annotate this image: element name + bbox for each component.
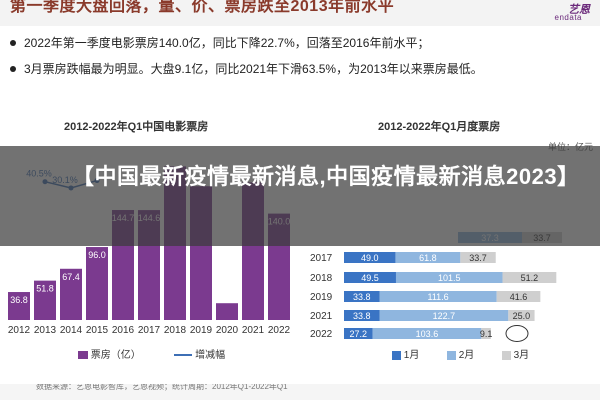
stack-value-label: 101.5 (438, 273, 461, 283)
mar-swatch-icon (501, 350, 511, 360)
stack-2021-3月 (508, 310, 535, 321)
endata-logo: 艺恩 endata (512, 1, 590, 23)
stack-2021-1月 (344, 310, 380, 321)
summary-bullet-2: 3月票房跌幅最为明显。大盘9.1亿，同比2021年下滑63.5%，为2013年以… (10, 56, 580, 82)
stack-value-label: 25.0 (513, 311, 531, 321)
bullet-text: 3月票房跌幅最为明显。大盘9.1亿，同比2021年下滑63.5%，为2013年以… (24, 62, 483, 76)
footer-source: 数据来源：艺恩电影智库，艺恩视频；统计周期：2012年Q1-2022年Q1 (36, 384, 288, 391)
x-tick-label: 2015 (86, 325, 109, 336)
stack-value-label: 49.0 (361, 253, 379, 263)
stack-value-label: 9.1 (480, 329, 493, 339)
logo-name: 艺恩 (568, 4, 590, 16)
line-swatch-icon (174, 354, 193, 357)
x-tick-label: 2018 (164, 325, 187, 336)
stack-2022-2月 (372, 328, 482, 339)
y-tick-label: 2017 (310, 253, 333, 264)
left-chart-title: 2012-2022年Q1中国电影票房 (64, 121, 209, 133)
stack-value-label: 27.2 (350, 329, 368, 339)
jan-swatch-icon (392, 350, 401, 360)
y-tick-label: 2021 (310, 311, 333, 322)
y-tick-label: 2018 (310, 273, 333, 284)
stack-2018-1月 (344, 272, 396, 283)
bar-2015 (86, 247, 108, 320)
stack-2019-3月 (496, 291, 541, 302)
bullet-dot-icon (10, 66, 16, 72)
logo-sub: endata (554, 13, 582, 22)
legend-jan-label: 1月 (403, 350, 420, 361)
stack-value-label: 103.6 (416, 329, 439, 339)
bullet-dot-icon (10, 40, 16, 46)
highlight-circle (505, 325, 529, 342)
legend-feb-label: 2月 (458, 350, 475, 361)
x-tick-label: 2016 (112, 325, 135, 336)
stack-2017-2月 (395, 252, 461, 263)
stack-value-label: 51.2 (521, 273, 539, 283)
stack-value-label: 33.7 (469, 253, 487, 263)
x-tick-label: 2013 (34, 325, 57, 336)
x-tick-label: 2014 (60, 325, 83, 336)
bar-value-label: 67.4 (62, 272, 80, 282)
bullet-text: 2022年第一季度电影票房140.0亿，同比下降22.7%，回落至2016年前水… (24, 36, 430, 50)
x-tick-label: 2022 (268, 325, 291, 336)
stack-value-label: 49.5 (361, 273, 379, 283)
stack-2019-1月 (344, 291, 380, 302)
stack-2021-2月 (379, 310, 509, 321)
x-tick-label: 2020 (216, 325, 239, 336)
legend-mar-label: 3月 (513, 350, 530, 361)
bar-2014 (60, 268, 82, 320)
stack-value-label: 41.6 (510, 292, 528, 302)
stack-value-label: 61.8 (419, 253, 437, 263)
stack-2018-2月 (395, 272, 503, 283)
title-overlay: 【中国最新疫情最新消息,中国疫情最新消息2023】 (0, 146, 600, 246)
stack-2022-3月 (481, 328, 491, 339)
stack-2017-1月 (344, 252, 396, 263)
bar-value-label: 36.8 (10, 295, 28, 305)
summary-bullet-1: 2022年第一季度电影票房140.0亿，同比下降22.7%，回落至2016年前水… (10, 30, 580, 56)
stack-2019-2月 (379, 291, 497, 302)
x-tick-label: 2012 (8, 325, 31, 336)
x-tick-label: 2017 (138, 325, 161, 336)
stack-value-label: 111.6 (427, 292, 448, 302)
header-bar: 第一季度大盘回落，量、价、票房跌至2013年前水平 艺恩 endata (0, 0, 600, 26)
stack-value-label: 33.8 (353, 311, 371, 321)
overlay-headline: 【中国最新疫情最新消息,中国疫情最新消息2023】 (72, 164, 580, 189)
bar-2020 (216, 303, 238, 320)
summary-bullets: 2022年第一季度电影票房140.0亿，同比下降22.7%，回落至2016年前水… (10, 30, 580, 82)
x-tick-label: 2021 (242, 325, 265, 336)
legend-line-label: 增减幅 (195, 350, 226, 361)
y-tick-label: 2022 (310, 329, 333, 340)
left-legend: 票房（亿） 增减幅 (78, 346, 225, 361)
right-legend: 1月 2月 3月 (392, 346, 529, 361)
bar-value-label: 51.8 (36, 284, 54, 294)
bar-2013 (34, 280, 56, 320)
legend-bar-label: 票房（亿） (90, 350, 141, 361)
y-tick-label: 2019 (310, 292, 333, 303)
bar-value-label: 96.0 (88, 250, 106, 260)
bar-swatch-icon (78, 351, 88, 360)
stack-value-label: 122.7 (433, 311, 456, 321)
x-tick-label: 2019 (190, 325, 213, 336)
footer: 数据来源：艺恩电影智库，艺恩视频；统计周期：2012年Q1-2022年Q1 (0, 384, 600, 400)
stack-2018-3月 (502, 272, 557, 283)
feb-swatch-icon (446, 350, 456, 360)
stack-value-label: 33.8 (353, 292, 371, 302)
stack-2017-3月 (460, 252, 496, 263)
stack-2022-1月 (344, 328, 373, 339)
right-chart-title: 2012-2022年Q1月度票房 (378, 121, 501, 133)
bar-2012 (8, 292, 30, 320)
banner-title: 第一季度大盘回落，量、价、票房跌至2013年前水平 (10, 0, 395, 15)
